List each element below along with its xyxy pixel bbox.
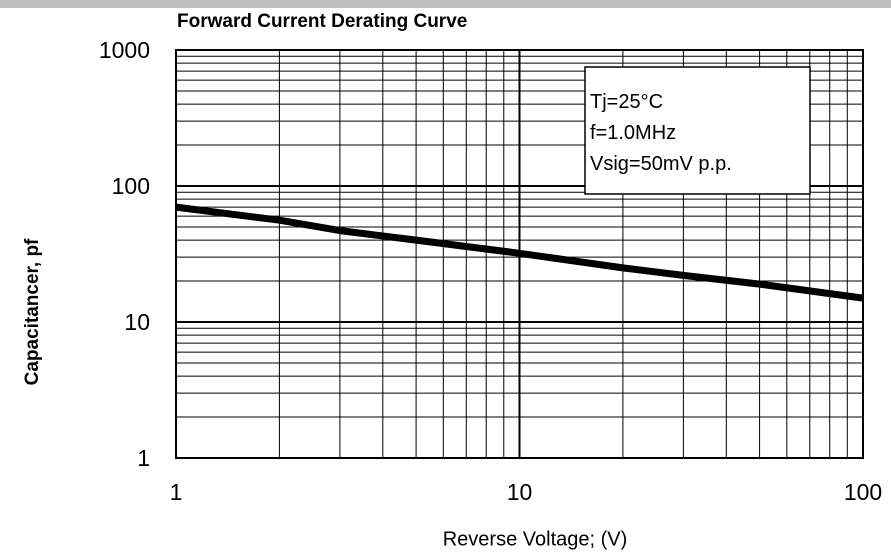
x-axis-label: Reverse Voltage; (V) xyxy=(442,528,628,551)
series-line xyxy=(175,203,864,302)
tick-layer: 1 10 100 1 10 100 1000 xyxy=(99,37,882,505)
y-tick-label: 1000 xyxy=(99,37,150,63)
x-tick-label: 1 xyxy=(170,479,183,505)
top-bar xyxy=(0,0,891,8)
annotation-frame xyxy=(584,66,811,195)
annotation-line: Tj=25°C xyxy=(590,91,663,113)
y-axis-label: Capacitancer, pf xyxy=(22,238,43,386)
annotation-line: f=1.0MHz xyxy=(590,122,676,144)
series-layer xyxy=(175,203,864,302)
chart-title: Forward Current Derating Curve xyxy=(177,11,468,32)
y-tick-label: 10 xyxy=(124,309,150,335)
x-tick-label: 10 xyxy=(507,479,533,505)
annotation-line: Vsig=50mV p.p. xyxy=(590,153,732,175)
x-tick-label: 100 xyxy=(844,479,882,505)
y-tick-label: 100 xyxy=(112,173,150,199)
y-tick-label: 1 xyxy=(137,445,150,471)
annotation-box: Tj=25°C f=1.0MHz Vsig=50mV p.p. xyxy=(584,66,811,195)
plot-frame xyxy=(175,49,864,459)
